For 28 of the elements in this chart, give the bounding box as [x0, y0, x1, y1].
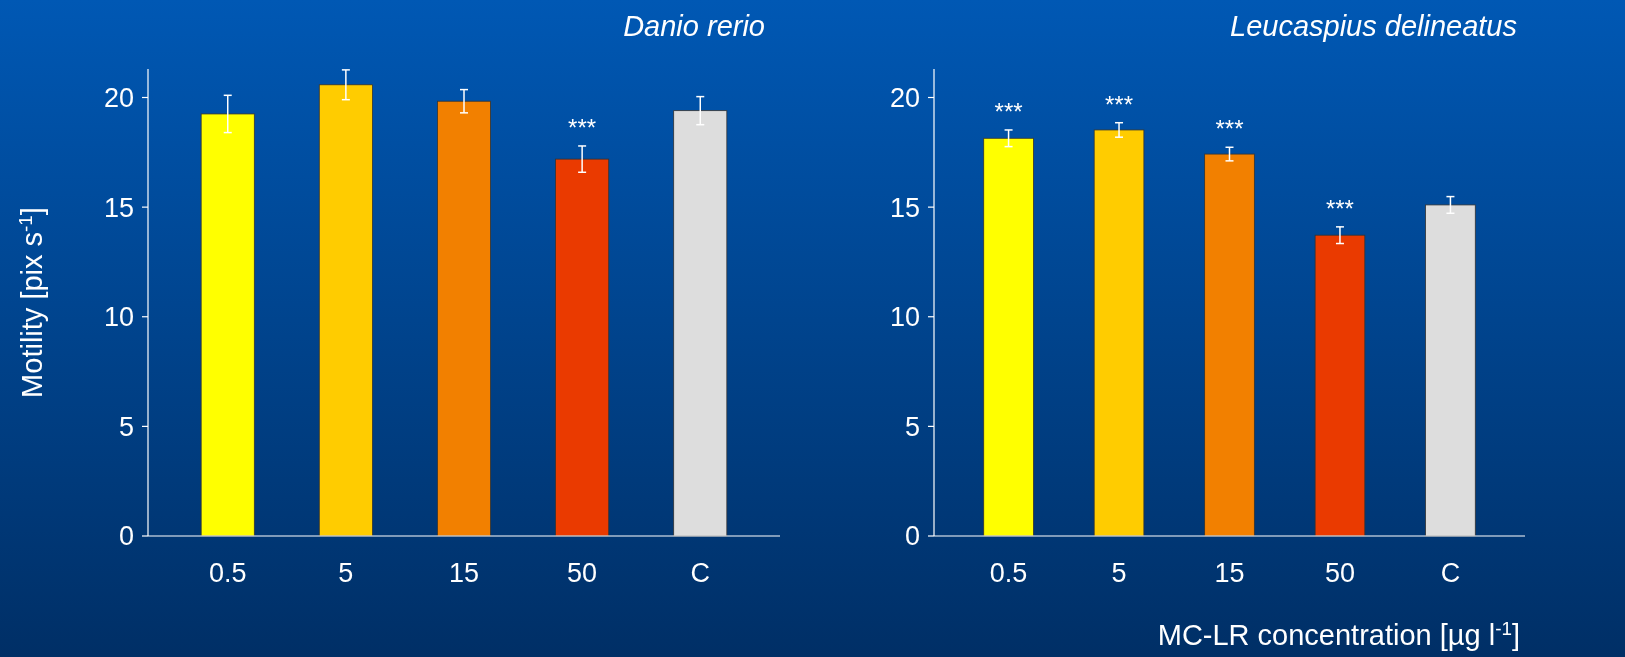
y-tick-label: 5 [118, 411, 134, 442]
chart-title: Danio rerio [623, 10, 765, 42]
y-tick-label: 5 [904, 411, 920, 442]
y-tick-label: 10 [103, 302, 134, 333]
x-tick-label: 5 [338, 558, 354, 588]
x-tick-label: 15 [448, 558, 480, 588]
y-tick-label: 0 [118, 521, 134, 552]
x-tick-label: C [1440, 558, 1461, 588]
y-tick-label: 20 [889, 82, 920, 113]
data-label: *** [1215, 115, 1244, 143]
x-tick-label: 0.5 [989, 558, 1028, 588]
data-label: *** [1325, 194, 1354, 222]
y-tick-label: 15 [103, 192, 134, 223]
y-tick-label: 10 [889, 302, 920, 333]
y-tick-label: 0 [904, 521, 920, 552]
chart-title: Leucaspius delineatus [1230, 10, 1517, 42]
x-tick-label: C [690, 558, 711, 588]
x-tick-label: 50 [567, 558, 598, 588]
y-tick-label: 20 [103, 82, 134, 113]
data-label: *** [568, 113, 597, 141]
data-label: *** [994, 97, 1023, 125]
x-tick-label: 0.5 [208, 558, 247, 588]
x-tick-label: 15 [1214, 558, 1245, 588]
x-tick-label: 5 [1111, 558, 1127, 588]
x-axis-title: MC-LR concentration [µg l$^{-1}$] [1157, 617, 1520, 651]
data-label: *** [1105, 90, 1134, 118]
x-tick-label: 50 [1324, 558, 1355, 588]
y-tick-label: 15 [889, 192, 920, 223]
